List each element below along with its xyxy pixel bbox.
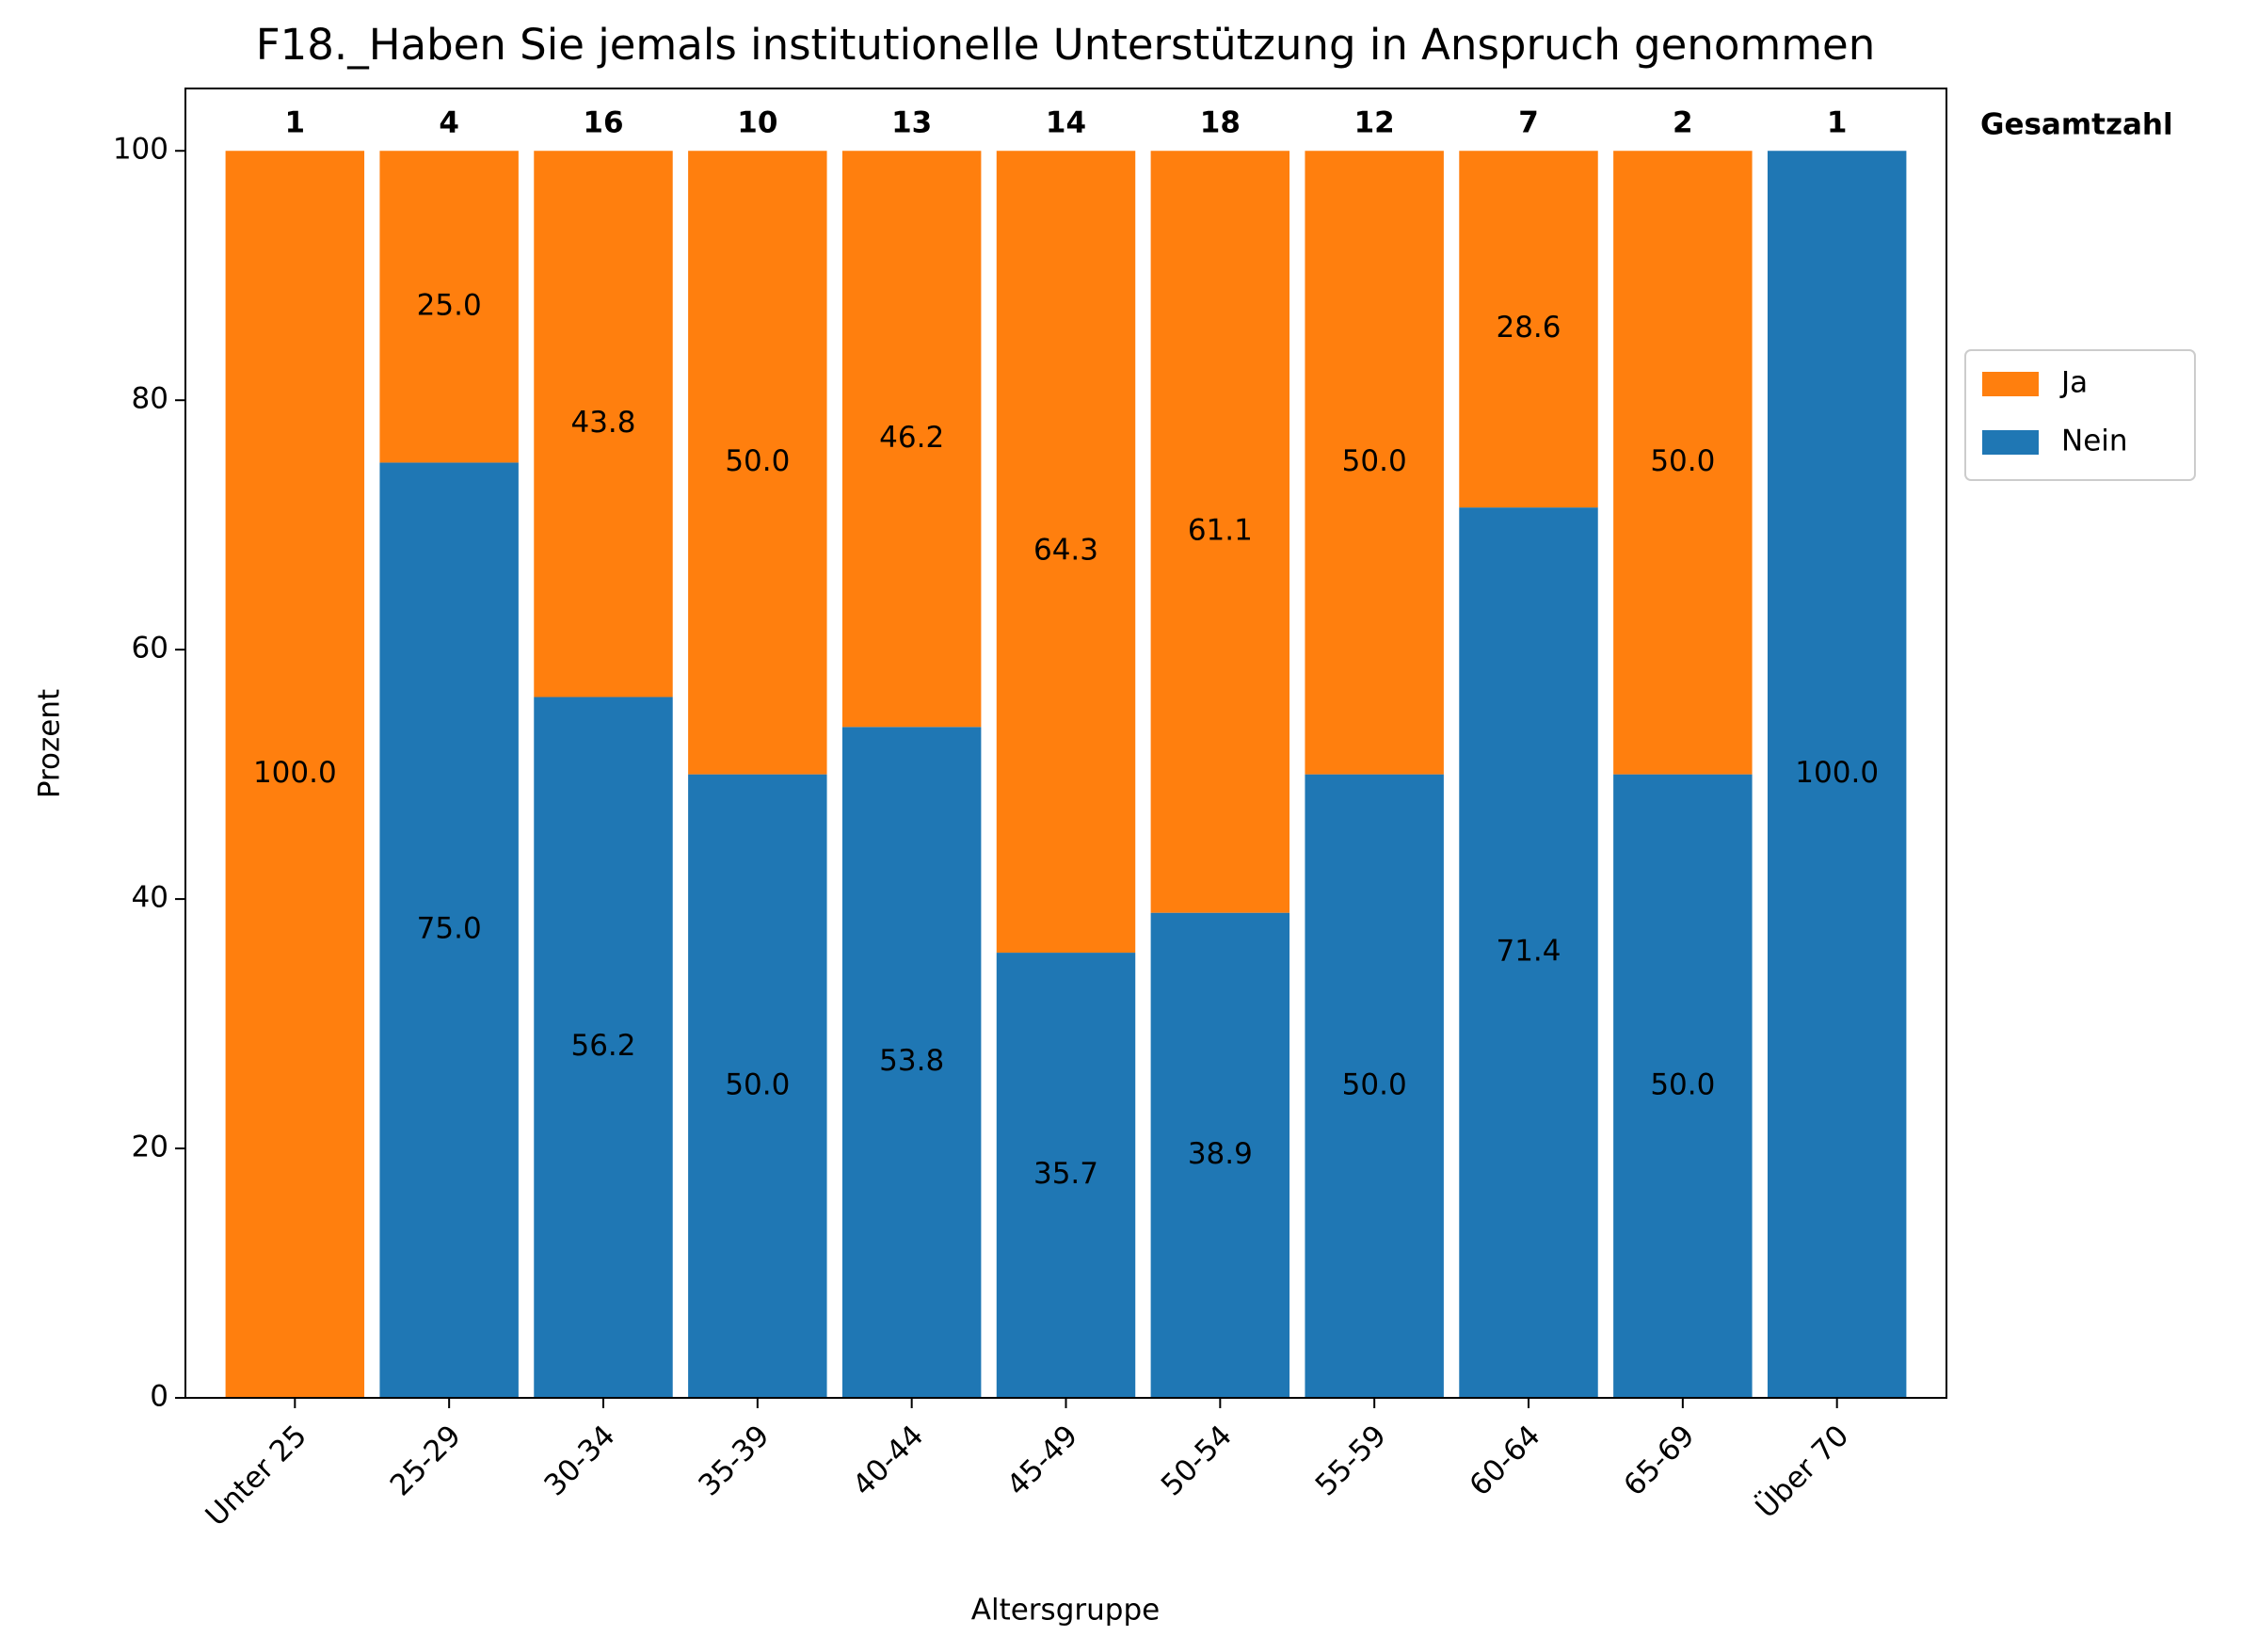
value-label: 56.2 [570, 1029, 635, 1063]
bar-segment [996, 953, 1136, 1398]
total-label: 16 [583, 106, 623, 140]
total-label: 10 [737, 106, 777, 140]
value-label: 50.0 [1342, 444, 1407, 478]
legend-swatch [1982, 372, 2039, 396]
value-label: 35.7 [1033, 1157, 1098, 1191]
bar-segment [841, 151, 982, 728]
legend-swatch [1982, 430, 2039, 455]
bar-segment [1305, 151, 1444, 775]
value-label: 46.2 [879, 421, 944, 455]
bar-segment [1150, 912, 1290, 1398]
total-label: 4 [439, 106, 459, 140]
value-label: 100.0 [1795, 756, 1879, 790]
bar-segment [1305, 774, 1444, 1398]
bar-segment [534, 697, 673, 1398]
bar-segment [379, 151, 519, 463]
bar-segment [841, 727, 982, 1398]
y-tick-label: 80 [132, 382, 168, 416]
value-label: 28.6 [1496, 311, 1561, 345]
plot-frame [184, 88, 1947, 1399]
value-label: 100.0 [253, 756, 337, 790]
bar-segment [1459, 151, 1598, 508]
bar-segment [1613, 774, 1753, 1398]
value-label: 64.3 [1033, 534, 1098, 568]
bar-segment [688, 774, 827, 1398]
legend-label: Ja [2059, 366, 2088, 400]
y-tick-label: 100 [113, 133, 168, 167]
value-label: 53.8 [879, 1044, 944, 1078]
total-label: 2 [1673, 106, 1693, 140]
y-tick-label: 60 [132, 632, 168, 666]
y-tick-label: 20 [132, 1131, 168, 1164]
y-tick-label: 0 [150, 1380, 168, 1414]
value-label: 43.8 [570, 406, 635, 440]
value-label: 50.0 [1342, 1067, 1407, 1101]
total-label: 13 [891, 106, 932, 140]
value-label: 50.0 [1650, 444, 1715, 478]
value-label: 50.0 [1650, 1067, 1715, 1101]
total-label: 1 [285, 106, 306, 140]
total-label: 18 [1200, 106, 1241, 140]
bar-segment [688, 151, 827, 775]
bar-segment [379, 462, 519, 1398]
value-label: 71.4 [1496, 935, 1561, 969]
bar-segment [1150, 151, 1290, 913]
bar-segment [1613, 151, 1753, 775]
y-axis-label: Prozent [33, 689, 67, 798]
value-label: 50.0 [725, 1067, 790, 1101]
value-label: 50.0 [725, 444, 790, 478]
total-label: 12 [1354, 106, 1395, 140]
legend-label: Nein [2061, 425, 2128, 458]
totals-label: Gesamtzahl [1980, 108, 2173, 142]
total-label: 1 [1827, 106, 1848, 140]
bar-segment [1459, 507, 1598, 1398]
value-label: 38.9 [1188, 1137, 1253, 1171]
value-label: 25.0 [417, 288, 482, 322]
bar-segment [996, 151, 1136, 954]
bar-segment [534, 151, 673, 698]
x-axis-label: Altersgruppe [971, 1594, 1160, 1628]
bar-segment [225, 151, 365, 1399]
value-label: 75.0 [417, 912, 482, 946]
total-label: 14 [1046, 106, 1086, 140]
y-tick-label: 40 [132, 881, 168, 915]
chart-title: F18._Haben Sie jemals institutionelle Un… [256, 20, 1875, 70]
bar-segment [1767, 151, 1907, 1399]
value-label: 61.1 [1188, 513, 1253, 547]
total-label: 7 [1518, 106, 1539, 140]
